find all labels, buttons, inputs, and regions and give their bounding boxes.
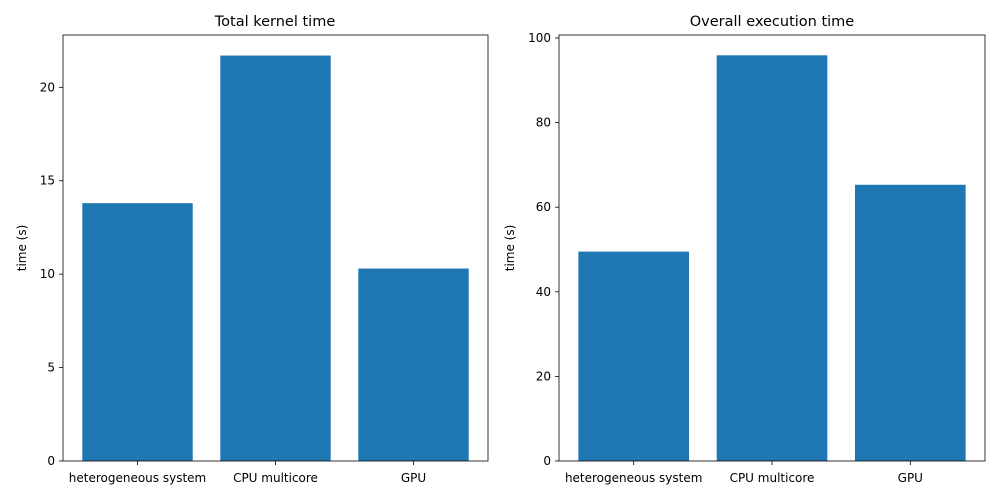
axes-frame: [558, 34, 986, 462]
chart-title: Total kernel time: [214, 14, 336, 30]
bar-cpu-multicore: [220, 55, 331, 462]
y-tick-label: 40: [536, 285, 551, 299]
y-axis-label: time (s): [15, 225, 29, 272]
y-tick-label: 20: [40, 80, 55, 94]
y-tick-group: 0 20 40 60 80 100: [528, 31, 559, 468]
bar-cpu-multicore: [716, 55, 828, 462]
x-tick-label: heterogeneous system: [565, 471, 702, 485]
x-tick-label: GPU: [898, 471, 923, 485]
x-tick-group: heterogeneous system CPU multicore GPU: [69, 461, 426, 485]
bar-group: [578, 55, 966, 462]
chart-panel-execution-time: Overall execution time time (s) 0 20 40 60 8…: [503, 14, 986, 485]
chart-panel-kernel-time: Total kernel time time (s) 0 5 10 15 20 hete…: [15, 14, 489, 485]
bar-group: [82, 55, 469, 462]
y-tick-label: 100: [528, 31, 551, 45]
plot-area-border: [558, 34, 986, 462]
y-tick-label: 10: [40, 267, 55, 281]
y-tick-label: 5: [47, 361, 55, 375]
x-tick-label: CPU multicore: [730, 471, 815, 485]
bar-gpu: [358, 268, 469, 461]
y-tick-label: 0: [47, 454, 55, 468]
y-tick-group: 0 5 10 15 20: [40, 80, 63, 468]
y-tick-label: 0: [543, 454, 551, 468]
y-tick-label: 20: [536, 369, 551, 383]
x-tick-group: heterogeneous system CPU multicore GPU: [565, 461, 923, 485]
y-tick-label: 80: [536, 116, 551, 130]
chart-title: Overall execution time: [690, 14, 855, 30]
x-tick-label: GPU: [401, 471, 426, 485]
bar-heterogeneous-system: [82, 203, 193, 461]
plot-area-border: [62, 34, 489, 462]
x-tick-label: CPU multicore: [233, 471, 318, 485]
bar-heterogeneous-system: [578, 251, 690, 461]
x-tick-label: heterogeneous system: [69, 471, 206, 485]
axes-frame: [62, 34, 489, 462]
bar-gpu: [854, 184, 966, 461]
y-axis-label: time (s): [503, 225, 517, 272]
y-tick-label: 60: [536, 200, 551, 214]
y-tick-label: 15: [40, 174, 55, 188]
